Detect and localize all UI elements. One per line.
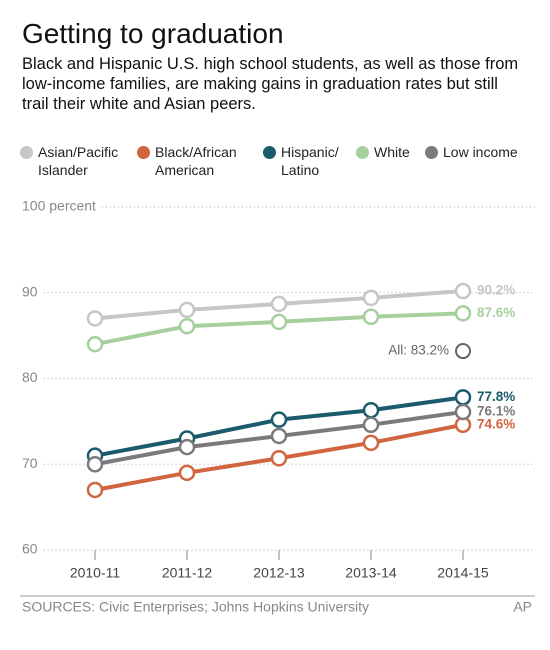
data-point (178, 438, 196, 456)
credit: AP (513, 599, 532, 615)
x-tick-label: 2011-12 (162, 565, 213, 581)
legend-swatch (263, 146, 276, 159)
data-point (270, 295, 288, 313)
legend-swatch (137, 146, 150, 159)
data-point (362, 308, 380, 326)
legend-label: Low income (443, 144, 518, 160)
data-point (178, 301, 196, 319)
value-label: 76.1% (477, 404, 515, 419)
legend-item: Low income (425, 143, 545, 161)
data-point (270, 313, 288, 331)
value-label: 87.6% (477, 305, 515, 320)
legend-item: Hispanic/ Latino (263, 143, 349, 179)
data-point (270, 427, 288, 445)
chart-title: Getting to graduation (22, 18, 284, 49)
legend-label: Hispanic/ Latino (281, 144, 339, 178)
value-label: 77.8% (477, 389, 515, 404)
y-tick-label: 100 percent (22, 198, 96, 214)
data-point (454, 389, 472, 406)
data-point (362, 434, 380, 452)
y-tick-label: 80 (22, 369, 38, 385)
y-tick-label: 70 (22, 455, 38, 471)
data-point (86, 310, 104, 327)
legend-swatch (20, 146, 33, 159)
data-point (270, 449, 288, 467)
source: SOURCES: Civic Enterprises; Johns Hopkin… (22, 599, 369, 615)
x-tick-label: 2014-15 (437, 565, 489, 581)
data-point (362, 401, 380, 419)
data-point (362, 289, 380, 307)
all-point (455, 343, 471, 360)
chart-subtitle: Black and Hispanic U.S. high school stud… (22, 55, 519, 113)
data-point (270, 411, 288, 428)
value-label: 74.6% (477, 416, 515, 431)
data-point (178, 317, 196, 335)
data-point (454, 305, 472, 322)
legend-item: White (356, 143, 426, 161)
data-point (178, 464, 196, 482)
legend-swatch (425, 146, 438, 159)
data-point (86, 456, 104, 473)
x-tick-label: 2010-11 (70, 565, 121, 581)
legend-label: White (374, 144, 410, 160)
x-tick-label: 2013-14 (345, 565, 397, 581)
legend-swatch (356, 146, 369, 159)
data-point (454, 282, 472, 300)
all-label: All: 83.2% (388, 343, 449, 358)
legend-label: Black/African American (155, 144, 237, 178)
value-label: 90.2% (477, 283, 515, 298)
legend-item: Asian/Pacific Islander (20, 143, 132, 179)
legend-item: Black/African American (137, 143, 255, 179)
x-tick-label: 2012-13 (253, 565, 305, 581)
data-point (362, 416, 380, 434)
data-point (86, 481, 104, 499)
data-point (86, 335, 104, 353)
y-tick-label: 90 (22, 283, 38, 299)
data-point (454, 403, 472, 421)
y-tick-label: 60 (22, 541, 38, 557)
legend-label: Asian/Pacific Islander (38, 144, 119, 178)
